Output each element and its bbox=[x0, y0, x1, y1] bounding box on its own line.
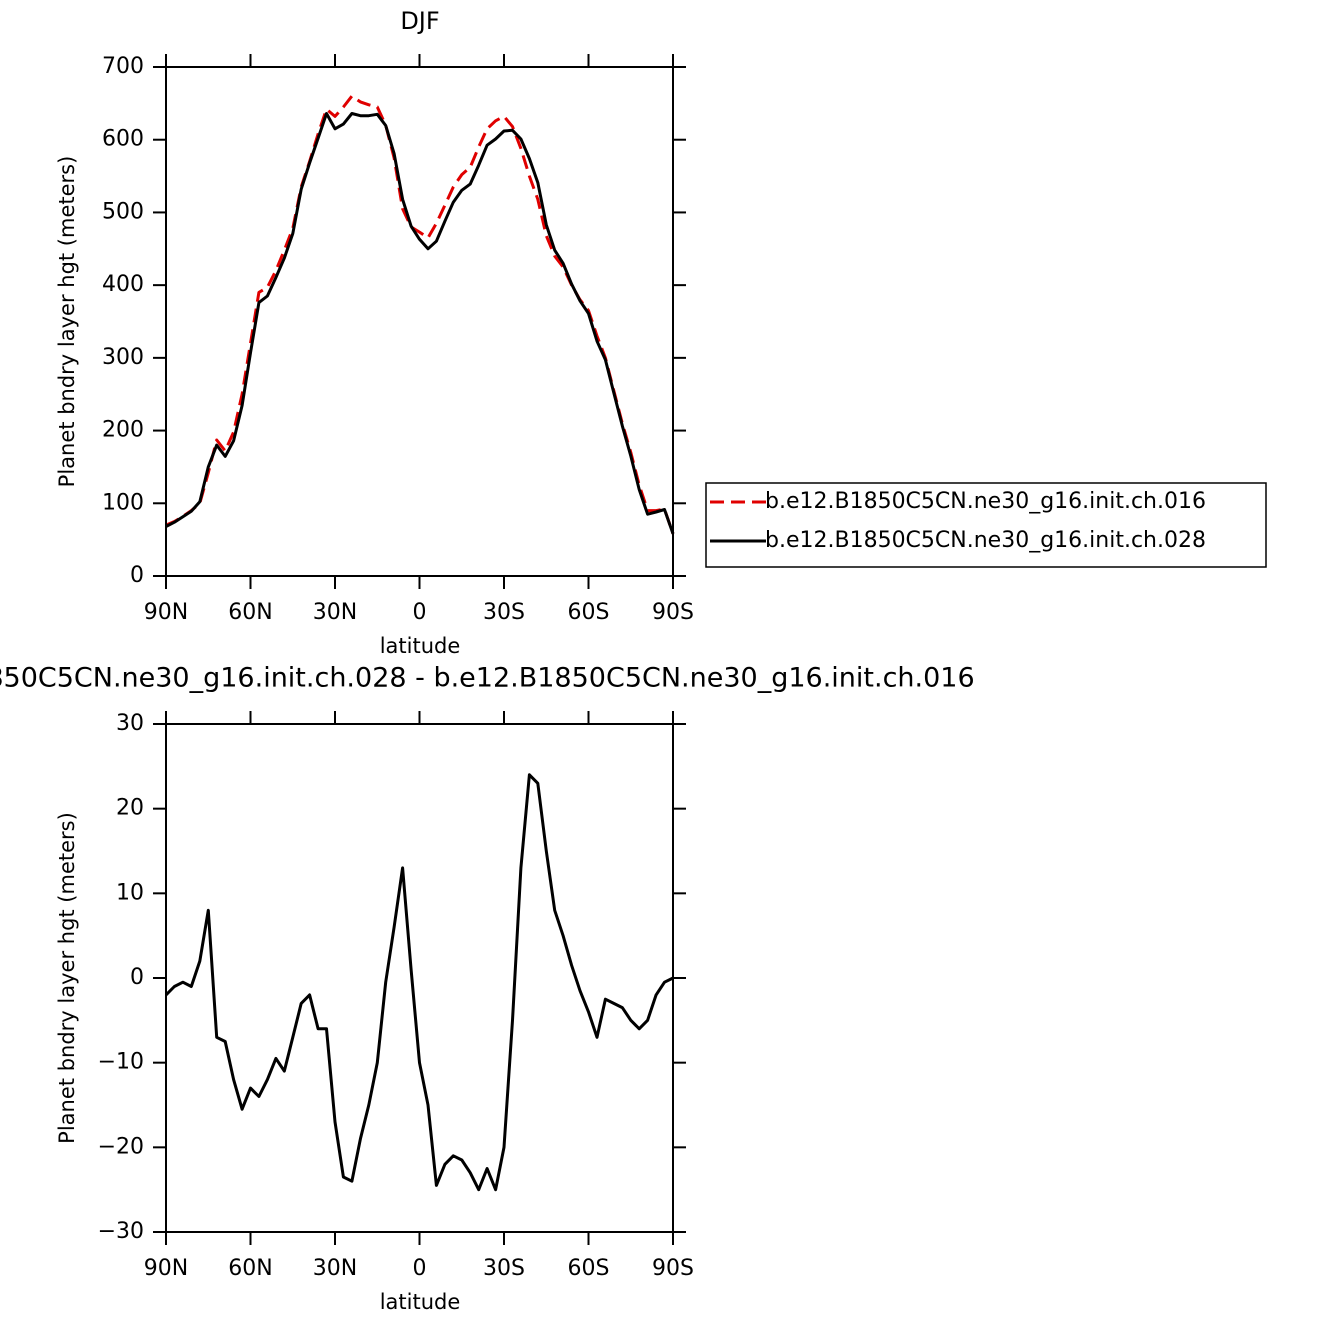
y-tick-label: 300 bbox=[102, 345, 144, 370]
legend-label: b.e12.B1850C5CN.ne30_g16.init.ch.016 bbox=[765, 489, 1206, 514]
y-tick-label: 10 bbox=[116, 880, 144, 905]
y-tick-label: −20 bbox=[98, 1134, 144, 1159]
x-axis-label: latitude bbox=[380, 1290, 461, 1314]
x-tick-label: 0 bbox=[413, 600, 427, 625]
y-tick-label: 0 bbox=[130, 563, 144, 588]
x-tick-label: 90S bbox=[652, 1256, 694, 1281]
x-tick-label: 60S bbox=[568, 1256, 610, 1281]
x-tick-label: 60N bbox=[228, 600, 272, 625]
y-axis-label: Planet bndry layer hgt (meters) bbox=[55, 812, 79, 1144]
plot-frame bbox=[165, 723, 674, 1233]
x-tick-label: 30S bbox=[483, 1256, 525, 1281]
x-tick-label: 90N bbox=[144, 1256, 188, 1281]
plot-frame bbox=[165, 66, 674, 577]
x-tick-label: 30N bbox=[313, 1256, 357, 1281]
y-tick-label: 30 bbox=[116, 711, 144, 736]
series-line bbox=[164, 773, 674, 1192]
x-tick-label: 30N bbox=[313, 600, 357, 625]
y-tick-label: 700 bbox=[102, 54, 144, 79]
legend-box bbox=[705, 482, 1267, 568]
y-tick-label: −30 bbox=[98, 1219, 144, 1244]
y-tick-label: 0 bbox=[130, 965, 144, 990]
y-tick-label: 200 bbox=[102, 418, 144, 443]
x-tick-label: 90N bbox=[144, 600, 188, 625]
x-axis-label: latitude bbox=[380, 634, 461, 658]
y-tick-label: −10 bbox=[98, 1050, 144, 1075]
x-tick-label: 30S bbox=[483, 600, 525, 625]
y-axis-label: Planet bndry layer hgt (meters) bbox=[55, 156, 79, 488]
legend-label: b.e12.B1850C5CN.ne30_g16.init.ch.028 bbox=[765, 528, 1206, 553]
y-tick-label: 100 bbox=[102, 490, 144, 515]
x-tick-label: 60N bbox=[228, 1256, 272, 1281]
x-tick-label: 90S bbox=[652, 600, 694, 625]
series-line bbox=[165, 94, 675, 535]
y-tick-label: 400 bbox=[102, 272, 144, 297]
y-tick-label: 600 bbox=[102, 127, 144, 152]
y-tick-label: 20 bbox=[116, 796, 144, 821]
x-tick-label: 60S bbox=[568, 600, 610, 625]
series-line bbox=[165, 112, 675, 535]
chart-title: b.e12.B1850C5CN.ne30_g16.init.ch.028 - b… bbox=[0, 663, 975, 694]
y-tick-label: 500 bbox=[102, 199, 144, 224]
x-tick-label: 0 bbox=[413, 1256, 427, 1281]
chart-title: DJF bbox=[400, 7, 439, 35]
